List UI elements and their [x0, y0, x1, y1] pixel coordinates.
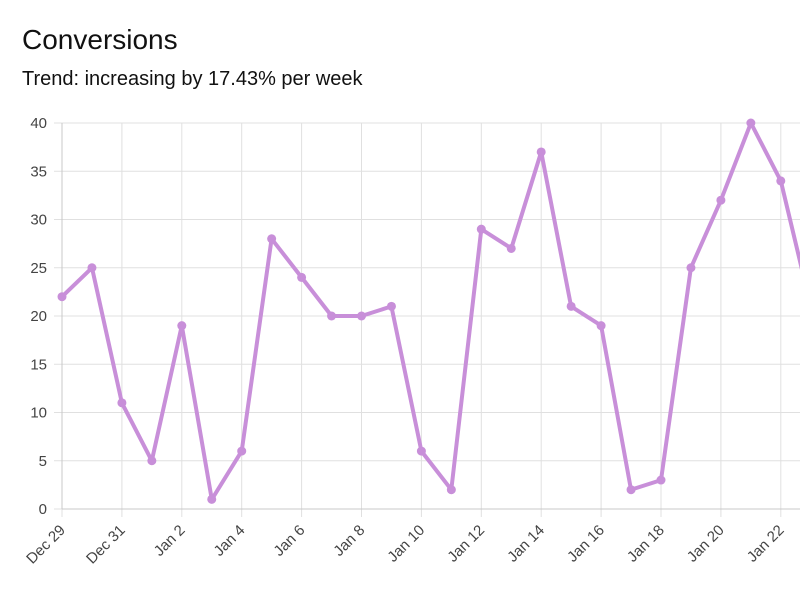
- data-point: [566, 301, 576, 311]
- y-tick-label: 15: [30, 356, 47, 373]
- data-point: [506, 243, 516, 253]
- data-point: [716, 195, 726, 205]
- chart-subtitle: Trend: increasing by 17.43% per week: [22, 68, 363, 90]
- data-point: [386, 301, 396, 311]
- chart-title: Conversions: [22, 24, 178, 55]
- x-tick-label: Jan 10: [384, 522, 428, 566]
- y-tick-label: 20: [30, 308, 47, 325]
- y-tick-label: 5: [39, 453, 47, 470]
- series-line: [60, 121, 800, 502]
- data-point: [117, 398, 127, 408]
- x-tick-label: Jan 6: [270, 522, 308, 560]
- data-point: [237, 446, 247, 456]
- x-tick-label: Dec 29: [23, 522, 69, 568]
- data-point: [776, 176, 786, 186]
- data-point: [177, 321, 187, 331]
- data-point: [626, 485, 636, 495]
- x-tick-label: Jan 4: [211, 522, 249, 560]
- y-tick-label: 0: [39, 501, 47, 518]
- data-point: [686, 263, 696, 273]
- x-tick-label: Jan 16: [564, 522, 608, 566]
- data-point: [147, 456, 157, 466]
- x-tick-label: Dec 31: [83, 522, 129, 568]
- x-tick-label: Jan 20: [684, 522, 728, 566]
- data-point: [416, 446, 426, 456]
- x-tick-label: Jan 8: [330, 522, 368, 560]
- data-point: [327, 311, 337, 321]
- data-point: [656, 475, 666, 485]
- data-point: [57, 292, 67, 302]
- y-tick-label: 10: [30, 405, 47, 422]
- data-point: [476, 224, 486, 234]
- data-point: [297, 272, 307, 282]
- x-tick-label: Jan 12: [444, 522, 488, 566]
- data-point: [536, 147, 546, 157]
- x-tick-label: Jan 22: [744, 522, 788, 566]
- data-point: [596, 321, 606, 331]
- y-tick-label: 40: [30, 115, 47, 132]
- y-tick-label: 30: [30, 212, 47, 229]
- x-tick-label: Jan 14: [504, 522, 548, 566]
- data-point: [357, 311, 366, 321]
- y-tick-label: 25: [30, 260, 47, 277]
- data-point: [207, 494, 217, 504]
- data-point: [746, 118, 756, 128]
- x-tick-label: Jan 18: [624, 522, 668, 566]
- data-point: [267, 234, 277, 244]
- x-tick-label: Jan 2: [151, 522, 189, 560]
- y-tick-label: 35: [30, 163, 47, 180]
- data-point: [87, 263, 97, 273]
- data-point: [446, 485, 456, 495]
